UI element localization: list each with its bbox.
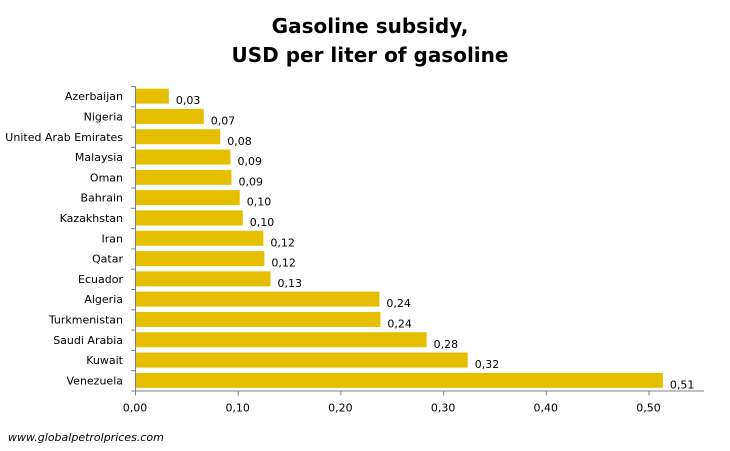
bar	[136, 190, 240, 206]
bar	[136, 311, 381, 327]
bar	[136, 210, 243, 226]
bar	[136, 332, 427, 348]
value-label: 0,51	[670, 378, 695, 391]
value-label: 0,10	[250, 216, 274, 229]
category-label: Kuwait	[86, 354, 123, 367]
bar	[136, 271, 271, 287]
value-label: 0,13	[278, 277, 303, 290]
source-url: www.globalpetrolprices.com	[8, 431, 164, 444]
value-label: 0,12	[271, 257, 296, 270]
chart-title-line-1: Gasoline subsidy,	[271, 14, 469, 38]
value-label: 0,12	[270, 236, 295, 249]
chart-title: Gasoline subsidy, USD per liter of gasol…	[0, 12, 730, 70]
value-label: 0,10	[247, 196, 271, 209]
value-label: 0,24	[386, 297, 411, 310]
bar	[136, 149, 231, 165]
bar	[136, 129, 221, 145]
category-label: Saudi Arabia	[53, 334, 123, 347]
category-label: Azerbaijan	[65, 90, 123, 103]
bar	[136, 291, 380, 307]
value-label: 0,32	[475, 358, 500, 371]
category-label: Nigeria	[84, 110, 123, 123]
x-tick-label: 0,30	[431, 402, 456, 415]
x-tick-label: 0,10	[225, 402, 250, 415]
value-label: 0,08	[227, 135, 252, 148]
chart-title-line-2: USD per liter of gasoline	[231, 43, 509, 67]
x-tick-label: 0,50	[636, 402, 661, 415]
value-label: 0,28	[434, 338, 459, 351]
category-label: Oman	[90, 171, 123, 184]
bar	[136, 251, 265, 267]
bar	[136, 88, 169, 104]
value-label: 0,24	[387, 317, 412, 330]
category-label: Qatar	[92, 253, 123, 266]
value-label: 0,07	[211, 114, 236, 127]
category-label: Kazakhstan	[60, 212, 123, 225]
category-label: United Arab Emirates	[5, 131, 123, 144]
bar	[136, 352, 468, 368]
x-tick-label: 0,00	[123, 402, 148, 415]
bar	[136, 230, 264, 246]
value-label: 0,09	[239, 175, 263, 188]
bar	[136, 169, 232, 185]
bar	[136, 372, 663, 388]
category-label: Algeria	[84, 293, 123, 306]
category-label: Malaysia	[75, 151, 123, 164]
value-label: 0,09	[237, 155, 262, 168]
category-label: Bahrain	[80, 192, 123, 205]
category-label: Iran	[102, 232, 124, 245]
category-label: Turkmenistan	[48, 313, 123, 326]
category-label: Ecuador	[78, 273, 123, 286]
x-tick-label: 0,20	[328, 402, 353, 415]
category-label: Venezuela	[67, 374, 124, 387]
x-tick-label: 0,40	[534, 402, 559, 415]
bar	[136, 108, 204, 124]
value-label: 0,03	[176, 94, 201, 107]
